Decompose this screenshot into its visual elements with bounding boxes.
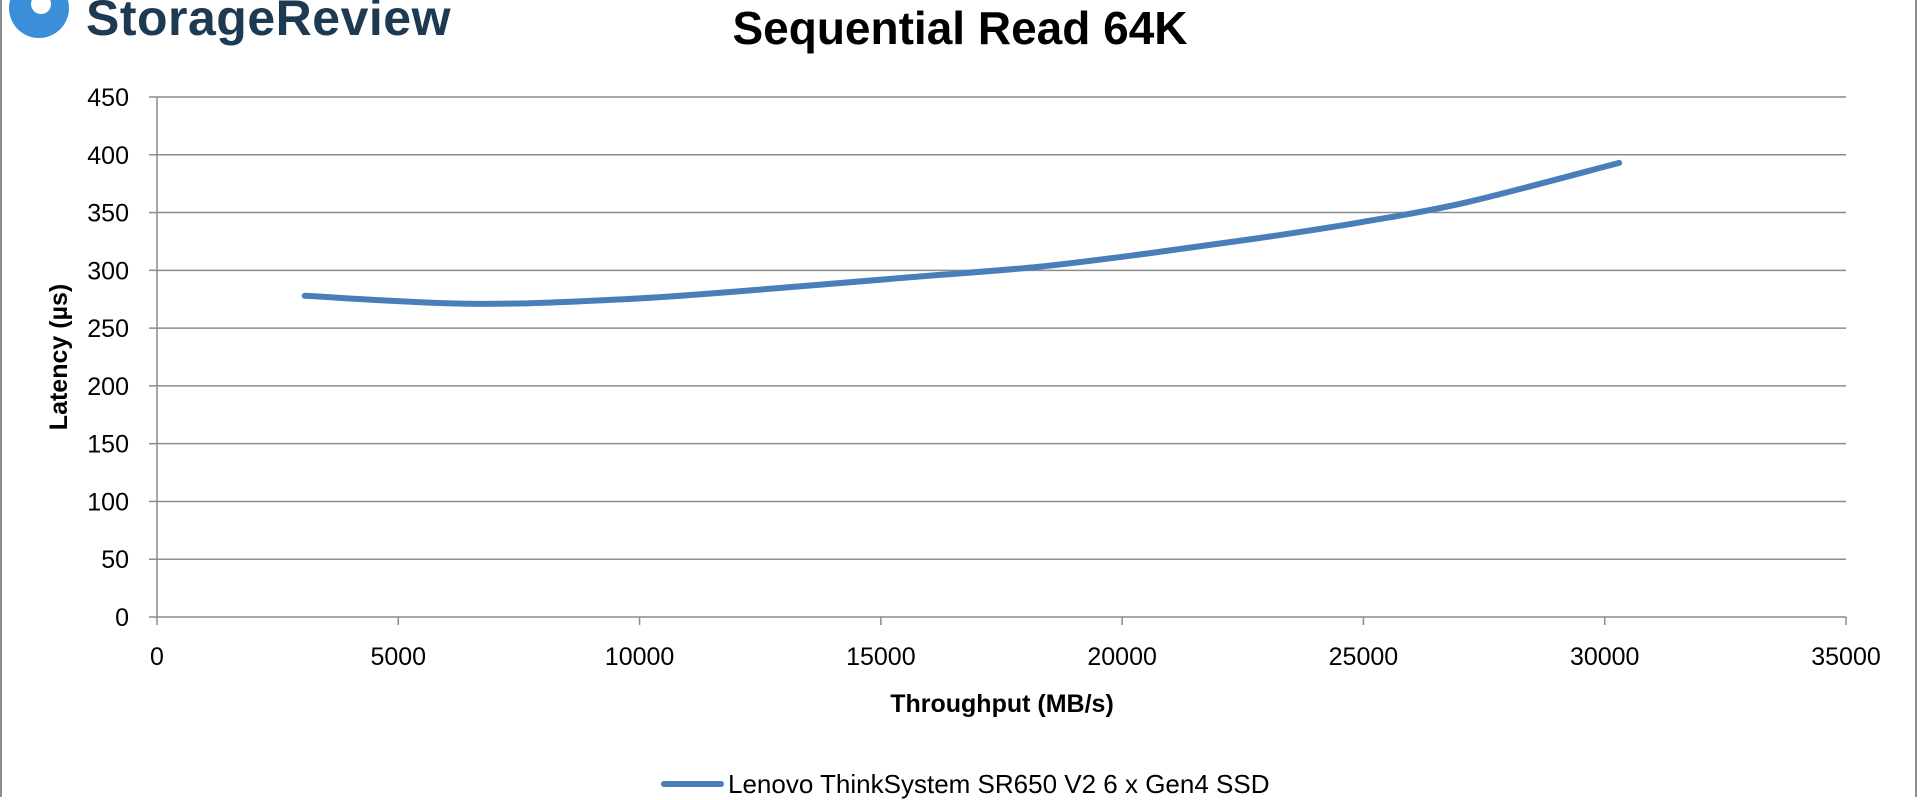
x-tick-label: 20000: [1087, 643, 1157, 671]
y-tick-label: 0: [115, 604, 129, 632]
x-axis-label: Throughput (MB/s): [890, 690, 1114, 718]
x-tick-label: 30000: [1570, 643, 1640, 671]
y-tick-label: 50: [101, 546, 129, 574]
legend: Lenovo ThinkSystem SR650 V2 6 x Gen4 SSD: [661, 769, 1269, 799]
y-tick-label: 350: [87, 200, 129, 228]
y-axis-label: Latency (µs): [45, 284, 73, 430]
x-tick-label: 10000: [605, 643, 675, 671]
y-tick-label: 250: [87, 315, 129, 343]
x-tick-label: 0: [150, 643, 164, 671]
x-tick-label: 35000: [1811, 643, 1881, 671]
y-tick-label: 450: [87, 84, 129, 112]
x-tick-label: 5000: [370, 643, 426, 671]
series-line: [301, 159, 1623, 307]
y-tick-label: 400: [87, 142, 129, 170]
y-tick-label: 300: [87, 257, 129, 285]
legend-label: Lenovo ThinkSystem SR650 V2 6 x Gen4 SSD: [728, 769, 1269, 799]
gridlines: [157, 96, 1846, 560]
x-tick-label: 25000: [1329, 643, 1399, 671]
y-tick-label: 150: [87, 431, 129, 459]
x-tick-label: 15000: [846, 643, 916, 671]
y-tick-label: 200: [87, 373, 129, 401]
axes: [149, 96, 1847, 625]
logo-icon: [9, 0, 69, 38]
series-layer: [301, 159, 1623, 307]
storagereview-logo: StorageReview: [8, 0, 451, 46]
chart-title: Sequential Read 64K: [732, 2, 1187, 54]
logo-text: StorageReview: [86, 0, 451, 46]
tick-labels: 0 50 100 150 200 250 300 350 400 450 0 5000 10000 150…: [87, 84, 1880, 671]
y-tick-label: 100: [87, 488, 129, 516]
